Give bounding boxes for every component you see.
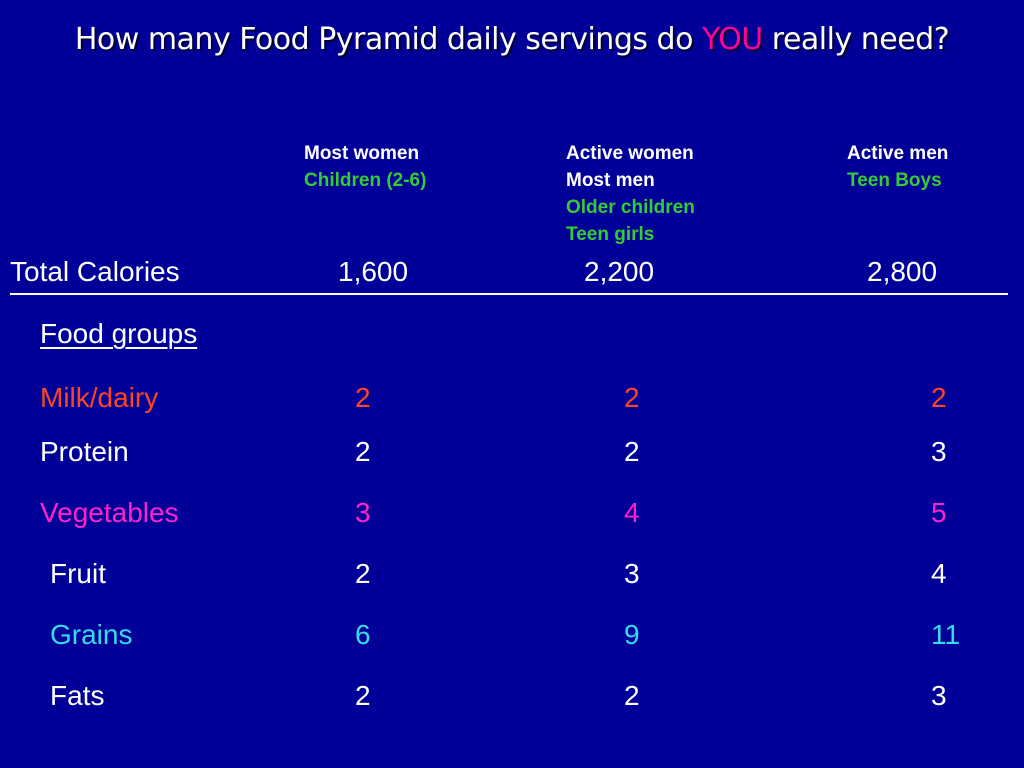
serving-value-col-2: 2 bbox=[624, 680, 640, 711]
calories-value-3: 2,800 bbox=[867, 256, 938, 287]
food-group-label: Protein bbox=[40, 436, 129, 467]
food-group-label: Fruit bbox=[50, 558, 106, 589]
column-header-3: Active men Teen Boys bbox=[847, 140, 948, 194]
title-before: How many Food Pyramid daily servings do bbox=[74, 22, 702, 57]
column-3-line-2: Teen Boys bbox=[847, 170, 942, 191]
column-3-line-1: Active men bbox=[847, 143, 949, 164]
calories-value-2: 2,200 bbox=[584, 256, 655, 287]
column-2-line-1: Active women bbox=[566, 143, 694, 164]
food-group-label: Vegetables bbox=[40, 497, 179, 528]
serving-value-col-2: 9 bbox=[624, 619, 640, 650]
food-group-label: Grains bbox=[50, 619, 133, 650]
calories-value-1: 1,600 bbox=[338, 256, 409, 287]
serving-value-col-2: 2 bbox=[624, 382, 640, 413]
serving-value-col-3: 11 bbox=[931, 619, 961, 650]
food-group-label: Milk/dairy bbox=[40, 382, 159, 413]
serving-value-col-1: 2 bbox=[355, 680, 371, 711]
serving-value-col-3: 2 bbox=[931, 382, 947, 413]
food-row-vegetables: Vegetables 3 4 5 bbox=[0, 497, 1024, 537]
column-1-line-2: Children (2-6) bbox=[304, 170, 427, 191]
food-row-protein: Protein 2 2 3 bbox=[0, 436, 1024, 476]
food-row-milk-dairy: Milk/dairy 2 2 2 bbox=[0, 382, 1024, 422]
food-row-fruit: Fruit 2 3 4 bbox=[0, 558, 1024, 598]
serving-value-col-2: 4 bbox=[624, 497, 640, 528]
title-highlight: YOU bbox=[701, 22, 763, 57]
column-header-2: Active women Most men Older children Teen g… bbox=[566, 140, 695, 248]
total-calories-row: Total Calories 1,600 2,200 2,800 bbox=[0, 256, 1024, 296]
serving-value-col-2: 3 bbox=[624, 558, 640, 589]
food-row-grains: Grains 6 9 11 bbox=[0, 619, 1024, 659]
column-header-1: Most women Children (2-6) bbox=[304, 140, 426, 194]
food-group-label: Fats bbox=[50, 680, 105, 711]
column-2-line-4: Teen girls bbox=[566, 224, 655, 245]
serving-value-col-1: 6 bbox=[355, 619, 371, 650]
food-row-fats: Fats 2 2 3 bbox=[0, 680, 1024, 720]
column-1-line-1: Most women bbox=[304, 143, 420, 164]
slide-title: How many Food Pyramid daily servings do … bbox=[0, 22, 1024, 57]
total-calories-label: Total Calories bbox=[10, 256, 180, 287]
serving-value-col-3: 4 bbox=[931, 558, 947, 589]
serving-value-col-2: 2 bbox=[624, 436, 640, 467]
column-2-line-2: Most men bbox=[566, 170, 655, 191]
serving-value-col-1: 2 bbox=[355, 382, 371, 413]
calories-underline bbox=[10, 293, 1008, 295]
serving-value-col-1: 2 bbox=[355, 436, 371, 467]
serving-value-col-1: 3 bbox=[355, 497, 371, 528]
title-after: really need? bbox=[762, 22, 950, 57]
serving-value-col-1: 2 bbox=[355, 558, 371, 589]
serving-value-col-3: 3 bbox=[931, 680, 947, 711]
serving-value-col-3: 3 bbox=[931, 436, 947, 467]
food-groups-heading: Food groups bbox=[40, 318, 198, 349]
serving-value-col-3: 5 bbox=[931, 497, 947, 528]
column-2-line-3: Older children bbox=[566, 197, 695, 218]
